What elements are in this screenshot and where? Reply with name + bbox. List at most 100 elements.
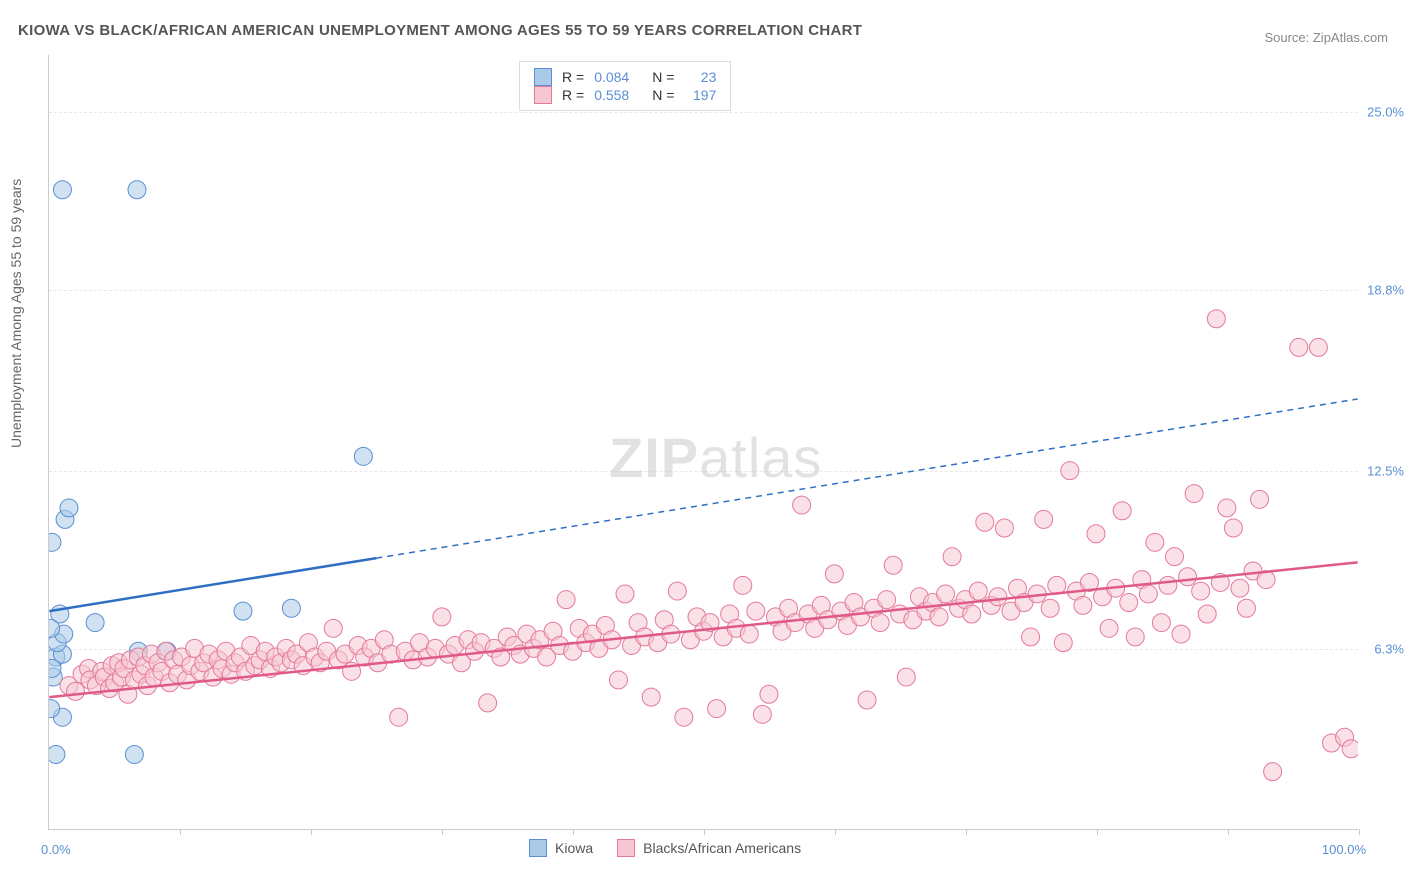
data-point: [675, 708, 693, 726]
legend-n-value: 197: [684, 87, 716, 103]
data-point: [753, 705, 771, 723]
data-point: [53, 181, 71, 199]
data-point: [1041, 599, 1059, 617]
x-axis-min-label: 0.0%: [41, 842, 71, 857]
x-tick-mark: [1359, 829, 1360, 835]
data-point: [125, 745, 143, 763]
data-point: [234, 602, 252, 620]
data-point: [871, 614, 889, 632]
x-tick-mark: [442, 829, 443, 835]
x-tick-mark: [311, 829, 312, 835]
legend-swatch: [534, 68, 552, 86]
data-point: [793, 496, 811, 514]
data-point: [740, 625, 758, 643]
data-point: [1218, 499, 1236, 517]
x-tick-mark: [573, 829, 574, 835]
y-axis-label: Unemployment Among Ages 55 to 59 years: [8, 179, 24, 448]
legend-swatch: [534, 86, 552, 104]
data-point: [1192, 582, 1210, 600]
data-point: [708, 700, 726, 718]
data-point: [1054, 634, 1072, 652]
trend-line-extrapolated: [376, 399, 1357, 558]
data-point: [1309, 338, 1327, 356]
data-point: [884, 556, 902, 574]
data-point: [1342, 740, 1358, 758]
data-point: [1198, 605, 1216, 623]
data-point: [1120, 594, 1138, 612]
legend-item: Blacks/African Americans: [617, 839, 801, 857]
trend-line: [49, 558, 376, 611]
data-point: [1264, 763, 1282, 781]
data-point: [1139, 585, 1157, 603]
source-attribution: Source: ZipAtlas.com: [1264, 30, 1388, 45]
data-point: [49, 533, 61, 551]
legend-item: Kiowa: [529, 839, 593, 857]
legend-r-label: R =: [562, 69, 584, 85]
data-point: [963, 605, 981, 623]
data-point: [1179, 568, 1197, 586]
data-point: [557, 591, 575, 609]
correlation-legend: R =0.084N =23R =0.558N =197: [519, 61, 731, 111]
data-point: [930, 608, 948, 626]
data-point: [67, 682, 85, 700]
legend-label: Kiowa: [555, 840, 593, 856]
legend-n-value: 23: [684, 69, 716, 85]
data-point: [1035, 510, 1053, 528]
legend-swatch: [529, 839, 547, 857]
legend-r-value: 0.084: [594, 69, 642, 85]
data-point: [354, 447, 372, 465]
x-axis-max-label: 100.0%: [1322, 842, 1366, 857]
data-point: [1231, 579, 1249, 597]
x-tick-mark: [180, 829, 181, 835]
x-tick-mark: [1097, 829, 1098, 835]
data-point: [858, 691, 876, 709]
data-point: [937, 585, 955, 603]
data-point: [1224, 519, 1242, 537]
legend-r-label: R =: [562, 87, 584, 103]
data-point: [825, 565, 843, 583]
legend-row: R =0.558N =197: [534, 86, 716, 104]
y-tick-label: 12.5%: [1367, 464, 1404, 479]
data-point: [1172, 625, 1190, 643]
data-point: [642, 688, 660, 706]
data-point: [1113, 502, 1131, 520]
data-point: [995, 519, 1013, 537]
x-tick-mark: [835, 829, 836, 835]
scatter-plot-svg: [49, 55, 1358, 829]
data-point: [969, 582, 987, 600]
data-point: [1100, 619, 1118, 637]
data-point: [390, 708, 408, 726]
data-point: [878, 591, 896, 609]
data-point: [989, 588, 1007, 606]
y-tick-label: 25.0%: [1367, 105, 1404, 120]
legend-label: Blacks/African Americans: [643, 840, 801, 856]
data-point: [760, 685, 778, 703]
data-point: [1251, 490, 1269, 508]
data-point: [943, 548, 961, 566]
plot-area: ZIPatlas R =0.084N =23R =0.558N =197 0.0…: [48, 55, 1358, 830]
data-point: [1146, 533, 1164, 551]
series-legend: Kiowa Blacks/African Americans: [529, 839, 801, 857]
x-tick-mark: [1228, 829, 1229, 835]
data-point: [433, 608, 451, 626]
data-point: [747, 602, 765, 620]
chart-container: KIOWA VS BLACK/AFRICAN AMERICAN UNEMPLOY…: [0, 0, 1406, 892]
data-point: [128, 181, 146, 199]
data-point: [1022, 628, 1040, 646]
legend-n-label: N =: [652, 87, 674, 103]
data-point: [976, 513, 994, 531]
legend-n-label: N =: [652, 69, 674, 85]
data-point: [1290, 338, 1308, 356]
data-point: [897, 668, 915, 686]
data-point: [1159, 576, 1177, 594]
data-point: [324, 619, 342, 637]
data-point: [616, 585, 634, 603]
data-point: [86, 614, 104, 632]
x-tick-mark: [704, 829, 705, 835]
data-point: [1152, 614, 1170, 632]
y-tick-label: 18.8%: [1367, 283, 1404, 298]
data-point: [1074, 596, 1092, 614]
data-point: [734, 576, 752, 594]
data-point: [60, 499, 78, 517]
data-point: [1166, 548, 1184, 566]
